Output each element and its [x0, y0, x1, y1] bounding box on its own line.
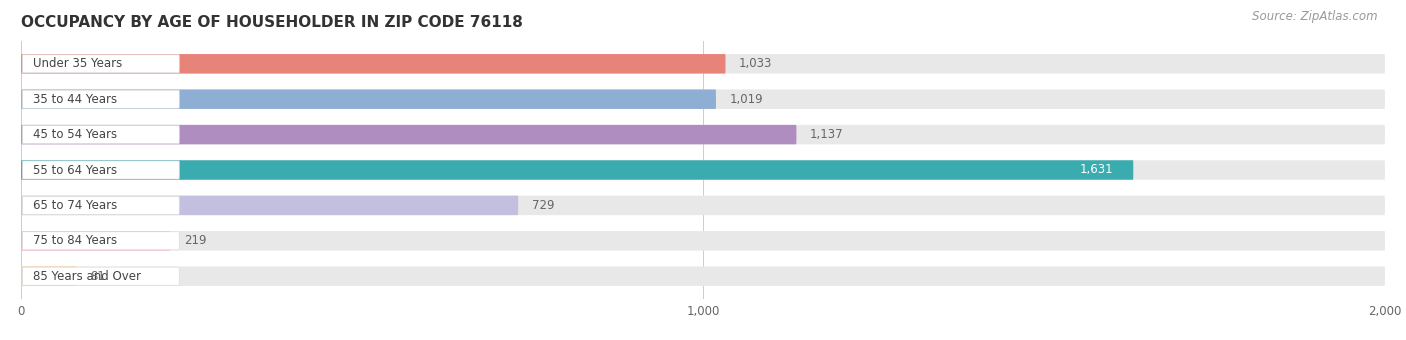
- FancyBboxPatch shape: [21, 194, 1385, 217]
- FancyBboxPatch shape: [21, 195, 1385, 215]
- Text: Under 35 Years: Under 35 Years: [34, 57, 122, 70]
- FancyBboxPatch shape: [22, 90, 180, 108]
- Text: 55 to 64 Years: 55 to 64 Years: [34, 164, 118, 176]
- FancyBboxPatch shape: [22, 232, 180, 250]
- FancyBboxPatch shape: [21, 53, 1385, 75]
- FancyBboxPatch shape: [21, 54, 725, 73]
- FancyBboxPatch shape: [22, 197, 180, 215]
- Text: 1,137: 1,137: [810, 128, 844, 141]
- FancyBboxPatch shape: [21, 265, 1385, 287]
- FancyBboxPatch shape: [21, 54, 1385, 73]
- FancyBboxPatch shape: [21, 89, 1385, 109]
- FancyBboxPatch shape: [22, 267, 180, 285]
- Text: 1,631: 1,631: [1080, 164, 1112, 176]
- FancyBboxPatch shape: [21, 231, 1385, 251]
- FancyBboxPatch shape: [22, 161, 180, 179]
- Text: 75 to 84 Years: 75 to 84 Years: [34, 234, 118, 247]
- Text: Source: ZipAtlas.com: Source: ZipAtlas.com: [1253, 10, 1378, 23]
- FancyBboxPatch shape: [21, 89, 716, 109]
- FancyBboxPatch shape: [21, 267, 1385, 286]
- FancyBboxPatch shape: [22, 55, 180, 73]
- FancyBboxPatch shape: [21, 160, 1133, 180]
- FancyBboxPatch shape: [21, 88, 1385, 110]
- FancyBboxPatch shape: [22, 125, 180, 143]
- FancyBboxPatch shape: [21, 159, 1385, 181]
- FancyBboxPatch shape: [21, 231, 170, 251]
- Text: 45 to 54 Years: 45 to 54 Years: [34, 128, 118, 141]
- Text: 1,019: 1,019: [730, 93, 763, 106]
- FancyBboxPatch shape: [21, 160, 1385, 180]
- FancyBboxPatch shape: [21, 267, 76, 286]
- Text: OCCUPANCY BY AGE OF HOUSEHOLDER IN ZIP CODE 76118: OCCUPANCY BY AGE OF HOUSEHOLDER IN ZIP C…: [21, 15, 523, 30]
- FancyBboxPatch shape: [21, 230, 1385, 252]
- FancyBboxPatch shape: [21, 125, 1385, 144]
- Text: 35 to 44 Years: 35 to 44 Years: [34, 93, 118, 106]
- Text: 81: 81: [90, 270, 105, 283]
- FancyBboxPatch shape: [21, 125, 796, 144]
- Text: 219: 219: [184, 234, 207, 247]
- Text: 65 to 74 Years: 65 to 74 Years: [34, 199, 118, 212]
- Text: 729: 729: [531, 199, 554, 212]
- Text: 85 Years and Over: 85 Years and Over: [34, 270, 142, 283]
- FancyBboxPatch shape: [21, 123, 1385, 146]
- FancyBboxPatch shape: [21, 195, 519, 215]
- Text: 1,033: 1,033: [740, 57, 772, 70]
